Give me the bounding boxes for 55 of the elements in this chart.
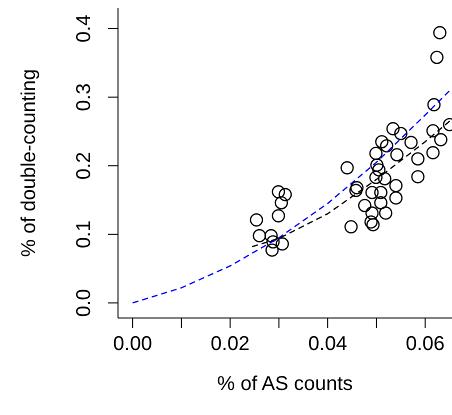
point	[379, 206, 392, 220]
point	[272, 185, 286, 198]
point	[374, 196, 388, 210]
point	[411, 170, 425, 184]
x-tick-label: 0.00	[113, 333, 152, 356]
point	[411, 152, 425, 166]
point	[350, 181, 364, 194]
point	[375, 135, 388, 148]
point	[366, 218, 380, 232]
point	[433, 26, 446, 40]
point	[374, 186, 388, 200]
x-tick-label: 0.02	[210, 333, 250, 356]
point	[427, 98, 441, 112]
point	[380, 139, 394, 153]
point	[404, 136, 418, 150]
point	[434, 133, 448, 146]
point	[250, 213, 264, 227]
point	[276, 237, 289, 251]
point	[358, 198, 372, 212]
point	[426, 146, 440, 160]
x-tick-label: 0.06	[406, 333, 445, 356]
point	[272, 209, 286, 222]
point	[265, 243, 279, 257]
point	[364, 215, 378, 229]
point	[266, 235, 280, 249]
point	[264, 229, 278, 242]
point	[349, 184, 363, 198]
y-axis-title: % of double-counting	[18, 69, 40, 257]
y-tick-label: 0.3	[73, 83, 95, 112]
point	[365, 206, 379, 220]
point	[394, 126, 408, 140]
point	[274, 196, 288, 210]
y-tick-label: 0.1	[73, 220, 95, 248]
point	[369, 170, 383, 184]
point	[426, 124, 440, 138]
point	[278, 188, 292, 202]
y-tick-label: 0.2	[73, 152, 95, 180]
line-series	[132, 88, 452, 304]
point	[386, 122, 400, 136]
point	[389, 178, 403, 192]
x-axis-title: % of AS counts	[217, 373, 353, 395]
point	[365, 186, 379, 200]
point	[372, 163, 386, 177]
point	[389, 191, 403, 205]
point	[370, 158, 384, 172]
x-tick-label: 0.04	[308, 333, 348, 356]
point	[344, 220, 358, 234]
y-tick-label: 0.4	[73, 14, 95, 42]
point	[369, 146, 383, 160]
point	[390, 148, 404, 162]
point	[340, 161, 354, 174]
point	[430, 50, 444, 64]
point	[378, 172, 392, 186]
point	[252, 229, 266, 242]
y-tick-label: 0.0	[73, 289, 95, 317]
